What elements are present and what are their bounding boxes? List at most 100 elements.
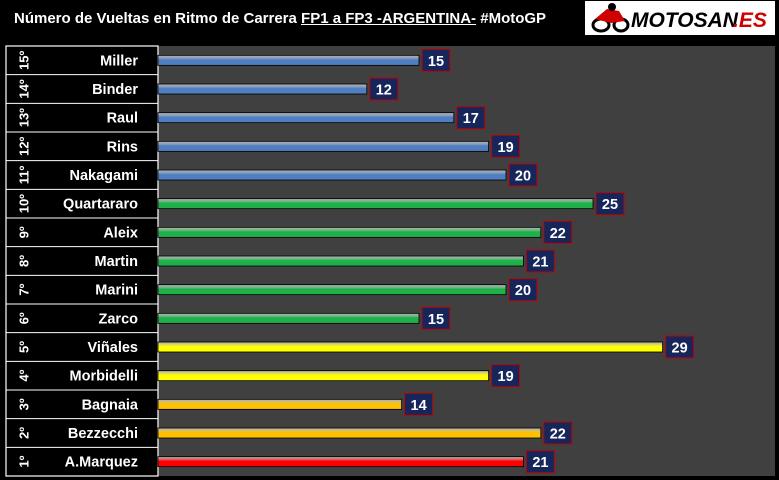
data-label: 20 <box>515 283 531 299</box>
data-label: 25 <box>602 197 618 213</box>
rank-label: 3º <box>17 398 32 410</box>
rider-label: Quartararo <box>63 197 138 213</box>
rank-label: 13º <box>17 108 32 127</box>
data-label: 15 <box>428 312 444 328</box>
rank-label: 11º <box>17 166 32 185</box>
bar <box>157 226 542 238</box>
logo-text-suffix: .ES <box>733 9 767 32</box>
motorcycle-rider-icon <box>591 3 630 33</box>
rider-label: Bagnaia <box>82 397 139 413</box>
rider-label: Marini <box>95 283 138 299</box>
table-row: 6º Zarco 15 <box>6 303 451 330</box>
bar <box>157 198 594 210</box>
rank-label: 6º <box>17 312 32 324</box>
rank-label: 10º <box>17 194 32 213</box>
rank-label: 5º <box>17 341 32 353</box>
rank-label: 9º <box>17 226 32 238</box>
rider-label: Zarco <box>99 311 139 327</box>
rider-label: Miller <box>100 53 138 69</box>
bar <box>157 312 420 324</box>
rank-label: 4º <box>17 369 32 381</box>
table-row: 4º Morbidelli 19 <box>6 360 521 388</box>
data-label: 22 <box>550 226 566 242</box>
rider-label: Binder <box>92 82 138 98</box>
motosan-logo: MOTOSAN .ES <box>585 1 775 35</box>
value-box <box>525 450 555 474</box>
bar <box>157 370 490 382</box>
rank-label: 1º <box>17 455 32 467</box>
rider-label: Martin <box>95 254 139 270</box>
table-row: 11º Nakagami 20 <box>6 160 538 187</box>
value-box <box>525 249 555 273</box>
value-box <box>543 220 573 244</box>
data-label: 29 <box>672 341 688 357</box>
bar <box>157 112 455 124</box>
data-label: 21 <box>532 255 548 271</box>
data-label: 19 <box>498 140 514 156</box>
rider-label: Morbidelli <box>70 369 138 385</box>
data-label: 22 <box>550 427 566 443</box>
table-row: 12º Rins 19 <box>6 131 521 158</box>
rank-label: 8º <box>17 255 32 267</box>
chart-rows: 15º Miller 15 14º Binder 12 13º Raul 17 12º Rins 19… <box>6 48 695 474</box>
table-row: 13º Raul 17 <box>6 102 486 130</box>
table-row: 14º Binder 12 <box>6 74 399 101</box>
rider-label: Bezzecchi <box>68 426 138 442</box>
bar <box>157 54 420 66</box>
rider-label: Rins <box>107 139 138 155</box>
data-label: 14 <box>411 398 427 414</box>
rank-label: 15º <box>17 50 32 69</box>
rider-label: Aleix <box>103 225 138 241</box>
bar <box>157 255 524 267</box>
data-label: 17 <box>463 111 479 127</box>
value-box <box>665 335 695 359</box>
chart-title: Número de Vueltas en Ritmo de Carrera FP… <box>14 6 546 32</box>
value-box <box>404 392 434 416</box>
value-box <box>508 163 538 187</box>
value-box <box>543 421 573 445</box>
rider-label: Raul <box>107 111 138 127</box>
table-row: 2º Bezzecchi 22 <box>6 418 573 445</box>
value-box <box>508 278 538 302</box>
table-row: 8º Martin 21 <box>6 246 555 273</box>
rider-label: A.Marquez <box>65 455 138 471</box>
table-row: 1º A.Marquez 21 <box>6 446 555 474</box>
data-label: 15 <box>428 54 444 70</box>
bar <box>157 427 542 439</box>
rider-label: Nakagami <box>69 168 138 184</box>
value-box <box>595 192 625 216</box>
rank-label: 7º <box>17 283 32 295</box>
data-label: 19 <box>498 369 514 385</box>
table-row: 7º Marini 20 <box>6 274 538 302</box>
data-label: 20 <box>515 169 531 185</box>
table-row: 10º Quartararo 25 <box>6 188 625 216</box>
title-part-3: #MotoGP <box>476 10 547 27</box>
bar <box>157 83 368 95</box>
bar <box>157 341 664 353</box>
table-row: 9º Aleix 22 <box>6 217 573 244</box>
rider-label: Viñales <box>87 340 138 356</box>
table-row: 3º Bagnaia 14 <box>6 389 434 416</box>
title-part-2: FP1 a FP3 -ARGENTINA- <box>301 10 477 27</box>
title-part-1: Número de Vueltas en Ritmo de Carrera <box>14 10 302 27</box>
bar <box>157 169 507 181</box>
bar <box>157 398 403 410</box>
value-box <box>369 77 399 101</box>
label-panel <box>5 45 159 477</box>
bar <box>157 284 507 296</box>
plot-area <box>158 46 775 476</box>
logo-text-main: MOTOSAN <box>631 9 739 32</box>
table-row: 5º Viñales 29 <box>6 332 695 359</box>
table-row: 15º Miller 15 <box>17 48 451 72</box>
value-box <box>491 134 521 158</box>
value-box <box>421 306 451 330</box>
rank-label: 12º <box>17 136 32 155</box>
value-box <box>491 364 521 388</box>
bar <box>157 456 524 468</box>
rank-label: 14º <box>17 79 32 98</box>
value-box <box>456 106 486 130</box>
data-label: 12 <box>376 83 392 99</box>
rank-label: 2º <box>17 427 32 439</box>
data-label: 21 <box>532 455 548 471</box>
